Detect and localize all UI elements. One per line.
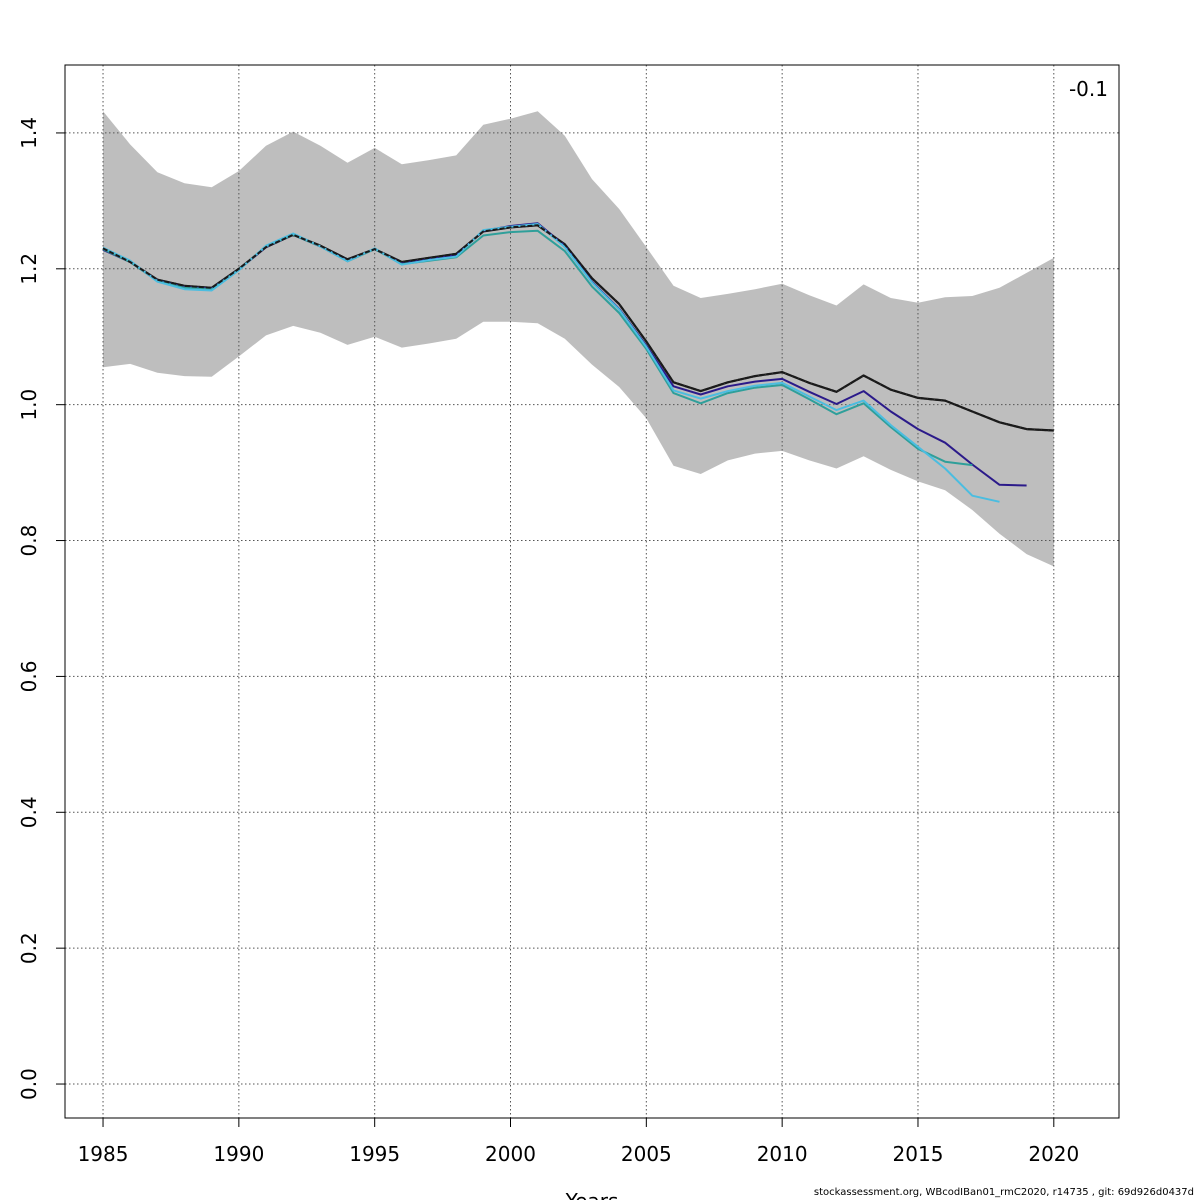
y-tick-label: 0.6 [17,661,41,693]
x-tick-label: 2015 [893,1142,944,1166]
grid-layer [65,65,1119,1118]
y-tick-label: 1.4 [17,117,41,149]
footer-credit: stockassessment.org, WBcodIBan01_rmC2020… [813,1187,1194,1198]
tick-layer: 1985 1990 1995 2000 2005 2010 2015 2020 0.0 0.2 0.… [17,117,1079,1166]
y-tick-label: 1.0 [17,389,41,421]
series-line-1-top [102,224,1054,432]
x-tick-label: 1990 [213,1142,264,1166]
confidence-band-layer [103,111,1054,567]
x-tick-label: 2010 [757,1142,808,1166]
x-tick-label: 2020 [1028,1142,1079,1166]
x-tick-label: 1995 [349,1142,400,1166]
x-tick-label: 1985 [78,1142,129,1166]
x-tick-label: 2005 [621,1142,672,1166]
y-tick-label: 1.2 [17,253,41,285]
x-axis-title: Years [565,1189,619,1200]
y-tick-label: 0.4 [17,796,41,828]
y-tick-label: 0.0 [17,1068,41,1100]
y-tick-label: 0.2 [17,932,41,964]
x-tick-label: 2000 [485,1142,536,1166]
confidence-band [103,111,1054,567]
y-tick-label: 0.8 [17,525,41,557]
corner-label: -0.1 [1069,77,1108,101]
plot-frame [64,64,1120,1119]
series-layer [102,222,1054,503]
